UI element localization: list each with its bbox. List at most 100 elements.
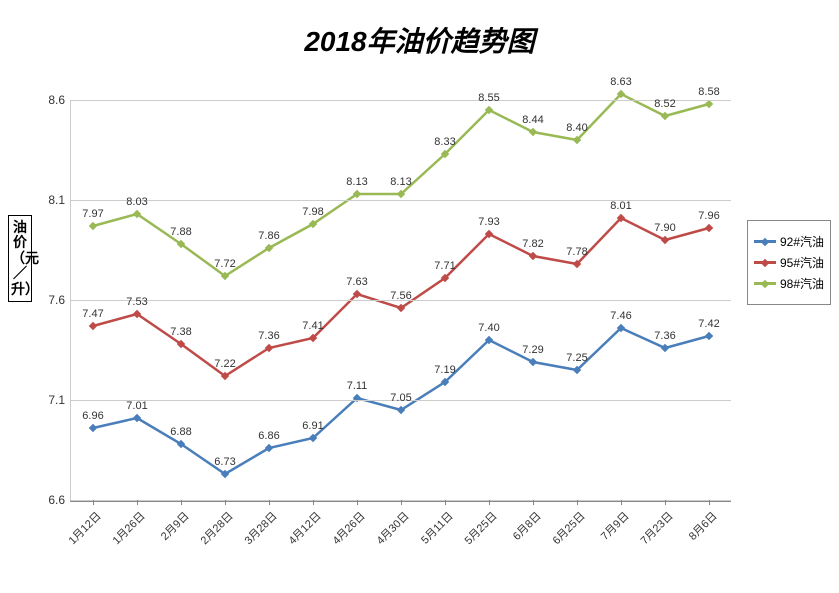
series-marker [661,344,669,352]
series-marker [89,322,97,330]
x-tick-label: 3月28日 [240,508,280,548]
data-label: 7.19 [434,364,455,376]
x-tick-label: 2月9日 [157,508,193,544]
x-tick-label: 4月26日 [328,508,368,548]
data-label: 7.25 [566,352,587,364]
data-label: 8.52 [654,98,675,110]
series-marker [705,224,713,232]
data-label: 7.71 [434,260,455,272]
data-label: 7.01 [126,400,147,412]
data-label: 8.33 [434,136,455,148]
data-label: 7.72 [214,258,235,270]
data-label: 7.46 [610,310,631,322]
series-marker [705,332,713,340]
series-marker [89,424,97,432]
series-marker [661,236,669,244]
data-label: 7.36 [258,330,279,342]
data-label: 8.03 [126,196,147,208]
y-tick-label: 8.1 [48,193,65,207]
x-tick-label: 5月25日 [460,508,500,548]
legend-item: 92#汽油 [754,233,824,250]
data-label: 6.86 [258,430,279,442]
x-tick-label: 4月30日 [372,508,412,548]
x-tick-mark [533,500,534,505]
data-label: 7.11 [347,380,368,392]
x-tick-mark [401,500,402,505]
series-marker [661,112,669,120]
x-tick-label: 4月12日 [284,508,324,548]
data-label: 7.86 [258,230,279,242]
series-marker [89,222,97,230]
legend: 92#汽油 95#汽油 98#汽油 [747,220,831,305]
grid-line [71,100,731,101]
chart-title: 2018年油价趋势图 [0,20,839,60]
x-tick-mark [357,500,358,505]
x-tick-label: 1月12日 [64,508,104,548]
data-label: 7.36 [654,330,675,342]
x-tick-mark [93,500,94,505]
x-tick-label: 6月8日 [509,508,545,544]
data-label: 7.42 [698,318,719,330]
data-label: 8.01 [610,200,631,212]
data-label: 7.63 [346,276,367,288]
legend-label: 95#汽油 [780,254,824,271]
data-label: 8.55 [478,92,499,104]
legend-item: 95#汽油 [754,254,824,271]
y-tick-label: 7.1 [48,393,65,407]
data-label: 7.78 [566,246,587,258]
series-marker [529,252,537,260]
grid-line [71,200,731,201]
data-label: 7.82 [522,238,543,250]
data-label: 6.73 [214,456,235,468]
x-tick-mark [181,500,182,505]
data-label: 7.53 [126,296,147,308]
data-label: 7.96 [698,210,719,222]
x-tick-label: 5月11日 [417,508,456,547]
legend-swatch [754,261,776,264]
data-label: 6.88 [170,426,191,438]
data-label: 8.58 [698,86,719,98]
y-tick-label: 7.6 [48,293,65,307]
x-tick-label: 7月23日 [636,508,676,548]
x-tick-mark [445,500,446,505]
x-tick-label: 6月25日 [548,508,588,548]
data-label: 8.40 [566,122,587,134]
x-tick-mark [577,500,578,505]
data-label: 7.97 [82,208,103,220]
x-tick-mark [137,500,138,505]
x-tick-mark [313,500,314,505]
x-tick-label: 1月26日 [108,508,148,548]
legend-item: 98#汽油 [754,275,824,292]
data-label: 8.63 [610,76,631,88]
data-label: 7.29 [522,344,543,356]
x-tick-mark [489,500,490,505]
legend-swatch [754,282,776,285]
data-label: 7.56 [390,290,411,302]
series-marker [529,358,537,366]
y-tick-label: 8.6 [48,93,65,107]
data-label: 7.40 [478,322,499,334]
x-tick-mark [269,500,270,505]
x-tick-mark [709,500,710,505]
data-label: 8.13 [346,176,367,188]
series-marker [529,128,537,136]
data-label: 7.05 [390,392,411,404]
data-label: 7.88 [170,226,191,238]
data-label: 7.38 [170,326,191,338]
x-tick-label: 8月6日 [685,508,721,544]
legend-swatch [754,240,776,243]
chart-container: 2018年油价趋势图 油价（元／升） 6.6 7.1 7.6 8.1 8.6 1月12日1… [0,0,839,593]
data-label: 7.90 [654,222,675,234]
data-label: 6.91 [302,420,323,432]
data-label: 8.44 [522,114,543,126]
data-label: 8.13 [390,176,411,188]
x-tick-label: 2月28日 [196,508,236,548]
y-axis-label: 油价（元／升） [8,215,32,302]
series-marker [705,100,713,108]
legend-label: 98#汽油 [780,275,824,292]
data-label: 7.22 [214,358,235,370]
y-tick-label: 6.6 [48,493,65,507]
x-tick-label: 7月9日 [597,508,633,544]
data-label: 7.47 [82,308,103,320]
legend-label: 92#汽油 [780,233,824,250]
